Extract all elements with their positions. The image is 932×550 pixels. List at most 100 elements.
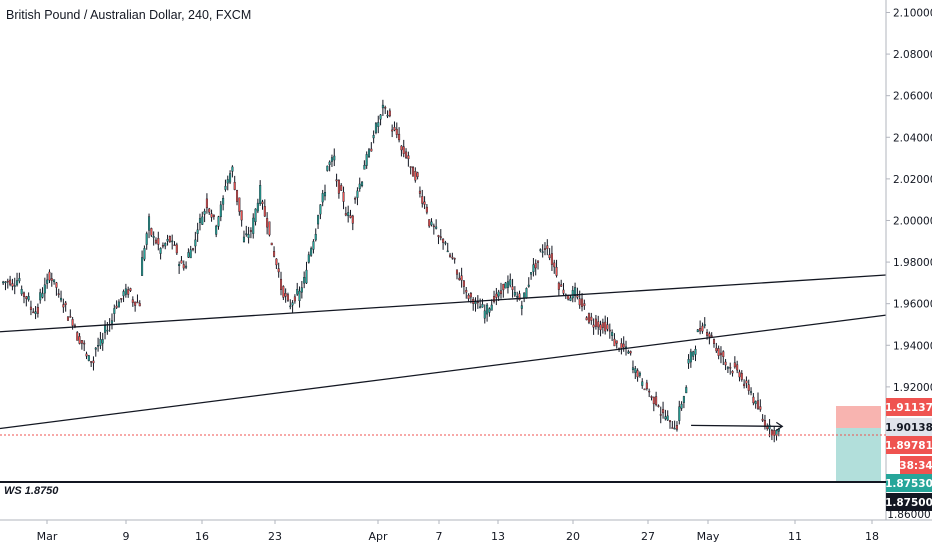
candle-up: [319, 204, 322, 215]
candle-down: [90, 361, 93, 363]
candle-up: [245, 233, 248, 236]
candle-up: [187, 252, 190, 258]
price-axis-label: 1.96000: [893, 299, 932, 311]
candle-down: [581, 298, 584, 307]
candle-up: [171, 240, 174, 243]
candle-up: [196, 229, 199, 234]
candle-down: [453, 258, 456, 260]
candle-down: [29, 306, 32, 310]
candle-down: [719, 352, 722, 356]
candle-up: [194, 239, 197, 247]
candle-down: [120, 298, 123, 300]
candle-up: [303, 276, 306, 284]
candle-up: [2, 281, 5, 284]
candle-down: [238, 197, 241, 212]
candle-up: [148, 216, 151, 231]
candle-up: [252, 217, 255, 234]
candle-down: [80, 340, 83, 344]
candle-up: [673, 427, 676, 430]
candle-down: [405, 151, 408, 158]
candle-up: [189, 249, 192, 259]
candle-up: [321, 193, 324, 203]
candle-down: [502, 283, 505, 291]
candle-up: [486, 304, 489, 315]
candle-down: [743, 383, 746, 386]
candle-down: [9, 279, 12, 285]
candle-down: [655, 396, 658, 406]
candle-down: [249, 230, 252, 232]
candle-up: [372, 135, 375, 139]
candle-up: [178, 264, 181, 267]
candle-up: [106, 329, 109, 332]
price-axis-label: 1.92000: [893, 382, 932, 394]
projection-arrow-line[interactable]: [691, 424, 783, 428]
candle-down: [270, 242, 273, 246]
candle-down: [134, 301, 137, 306]
candle-up: [527, 284, 530, 287]
ws-price-tag: 1.87500: [885, 493, 932, 511]
take-profit-zone[interactable]: [836, 428, 881, 482]
candle-down: [32, 311, 35, 314]
channel-trendline[interactable]: [0, 314, 887, 430]
entry-price-text: 1.90138: [885, 422, 932, 434]
candle-down: [154, 239, 157, 244]
candle-up: [768, 424, 771, 430]
candle-down: [277, 268, 280, 273]
candle-down: [773, 430, 776, 436]
candle-up: [488, 308, 491, 313]
candle-down: [747, 384, 750, 391]
candle-down: [511, 286, 514, 290]
candle-up: [159, 248, 162, 254]
time-axis[interactable]: Mar 9 16 23 Apr 7 13 20 27 May 11 18: [37, 520, 879, 543]
candle-up: [627, 351, 630, 354]
candle-up: [444, 242, 447, 244]
candle-down: [736, 364, 739, 371]
candle-up: [110, 320, 113, 324]
candle-up: [571, 290, 574, 299]
stop-loss-zone[interactable]: [836, 406, 881, 428]
candle-up: [113, 308, 116, 314]
candle-down: [550, 253, 553, 265]
candle-down: [370, 148, 373, 152]
candle-up: [490, 304, 493, 311]
candle-up: [474, 301, 477, 305]
time-axis-label: 7: [436, 530, 443, 543]
candle-down: [648, 390, 651, 393]
candle-down: [493, 296, 496, 302]
candle-up: [310, 248, 313, 256]
candle-up: [666, 415, 669, 421]
candle-down: [340, 185, 343, 191]
candle-down: [66, 316, 70, 321]
candle-up: [13, 285, 16, 287]
price-axis-label: 1.94000: [893, 340, 932, 352]
candle-down: [136, 301, 139, 304]
candle-up: [530, 272, 533, 275]
price-axis-label: 2.00000: [893, 215, 932, 227]
candle-down: [715, 347, 718, 352]
candle-up: [164, 243, 167, 247]
candle-up: [141, 257, 144, 276]
candle-down: [414, 171, 417, 181]
candle-down: [157, 238, 160, 245]
price-axis[interactable]: 2.10000 2.08000 2.06000 2.04000 2.02000 2.000…: [886, 7, 932, 394]
candle-down: [675, 425, 678, 430]
target-price-tag: 1.87530: [885, 474, 932, 492]
candle-down: [476, 301, 479, 304]
price-axis-label: 2.04000: [893, 132, 932, 144]
candle-up: [117, 301, 120, 308]
candle-down: [460, 275, 463, 281]
candle-down: [615, 340, 618, 344]
candle-down: [543, 248, 546, 250]
candle-up: [516, 296, 519, 298]
candle-down: [393, 127, 396, 131]
candle-up: [689, 351, 692, 363]
candle-down: [560, 284, 563, 287]
time-axis-label: 16: [195, 530, 209, 543]
candle-down: [606, 324, 609, 330]
candle-down: [662, 409, 665, 414]
candle-down: [351, 215, 354, 224]
channel-trendline[interactable]: [0, 274, 887, 333]
candle-up: [330, 157, 333, 162]
candle-down: [22, 292, 26, 297]
